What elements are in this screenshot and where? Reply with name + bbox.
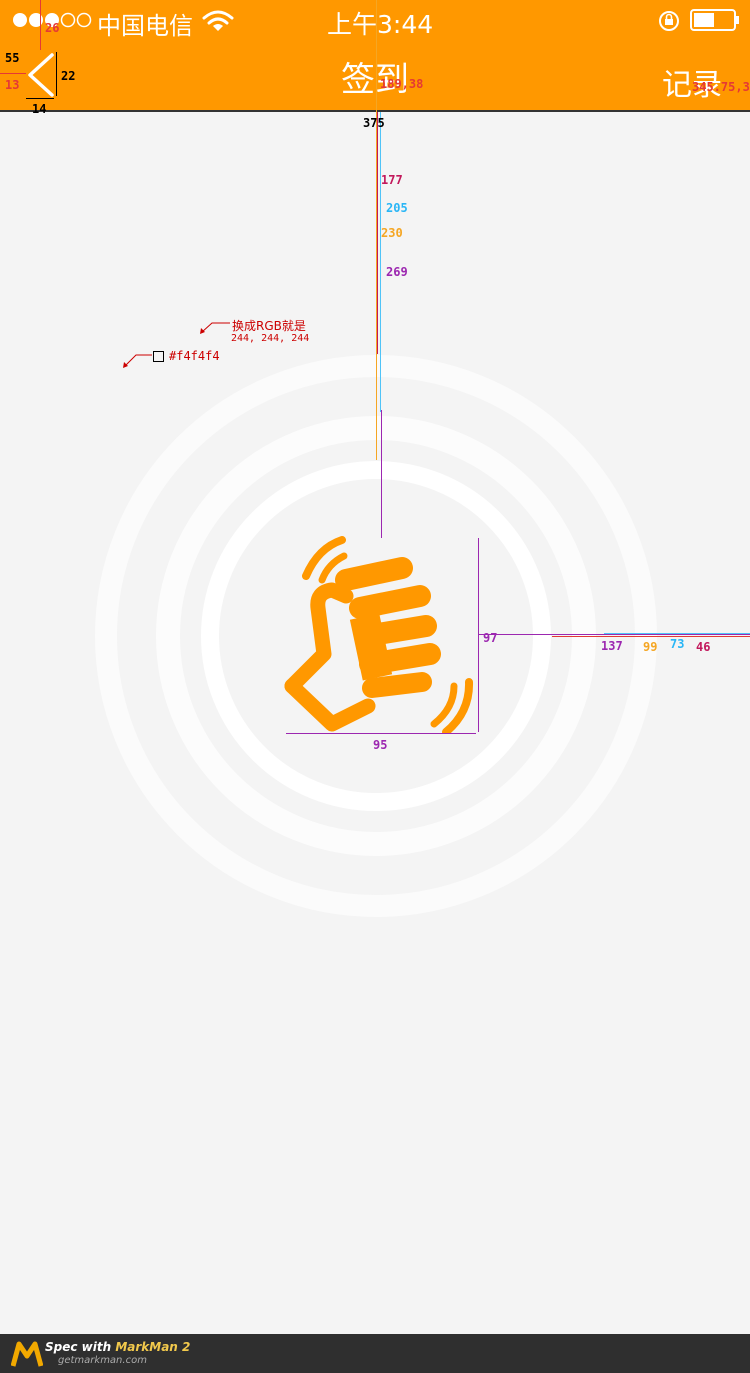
measure-guide	[56, 52, 57, 96]
measure-label: 177	[381, 173, 403, 187]
color-swatch	[153, 351, 164, 362]
measure-label: 26	[45, 21, 60, 35]
annotation-note: 换成RGB就是	[232, 319, 306, 333]
measure-guide	[376, 0, 377, 460]
measure-guide	[380, 112, 381, 412]
measure-label: 95	[373, 738, 388, 752]
measure-guide	[377, 112, 378, 354]
measure-guide	[286, 733, 476, 734]
measure-label: 269	[386, 265, 408, 279]
measure-label: 46	[696, 640, 711, 654]
annotation-arrow-icon	[200, 322, 230, 334]
annotation-arrow-icon	[123, 354, 152, 368]
measure-label: 73	[670, 637, 685, 651]
status-time: 上午3:44	[327, 10, 434, 39]
markman-footer: Spec with MarkMan 2 getmarkman.com	[0, 1334, 750, 1373]
wifi-icon	[202, 10, 234, 31]
rotation-lock-icon	[659, 11, 679, 31]
footer-prefix: Spec with	[45, 1340, 112, 1354]
navigation-bar: 中国电信 上午3:44 签到 记录	[0, 0, 750, 110]
measure-label: 14	[32, 102, 47, 116]
measure-label: 189,38	[380, 77, 424, 91]
footer-brand: MarkMan 2	[115, 1340, 191, 1354]
fist-shake-icon	[284, 536, 474, 734]
color-swatch-label: #f4f4f4	[169, 349, 220, 363]
measure-label: 13	[5, 78, 20, 92]
measure-label: 345.75,3	[692, 80, 750, 94]
measure-guide	[478, 634, 750, 635]
carrier-name: 中国电信	[97, 12, 193, 40]
measure-label: 55	[5, 51, 20, 65]
measure-guide	[26, 98, 54, 99]
measure-guide	[552, 636, 750, 637]
measure-label: 205	[386, 201, 408, 215]
page-title: 签到	[341, 60, 409, 100]
measure-label: 137	[601, 639, 623, 653]
record-button[interactable]: 记录	[662, 68, 722, 103]
annotation-note: 244, 244, 244	[231, 333, 310, 344]
measure-guide	[0, 73, 26, 74]
back-arrow-icon[interactable]	[24, 52, 56, 98]
measure-label: 99	[643, 640, 658, 654]
measure-guide	[381, 410, 382, 538]
measure-guide	[478, 538, 479, 732]
nav-divider	[0, 110, 750, 112]
measure-label: 375	[363, 116, 385, 130]
measure-label: 97	[483, 631, 498, 645]
markman-logo-icon	[11, 1341, 43, 1367]
signal-strength-icon	[13, 12, 92, 28]
measure-label: 22	[61, 69, 76, 83]
measure-guide	[40, 0, 41, 50]
measure-guide	[604, 633, 750, 634]
measure-label: 230	[381, 226, 403, 240]
battery-icon	[690, 9, 739, 31]
footer-site: getmarkman.com	[58, 1355, 147, 1366]
